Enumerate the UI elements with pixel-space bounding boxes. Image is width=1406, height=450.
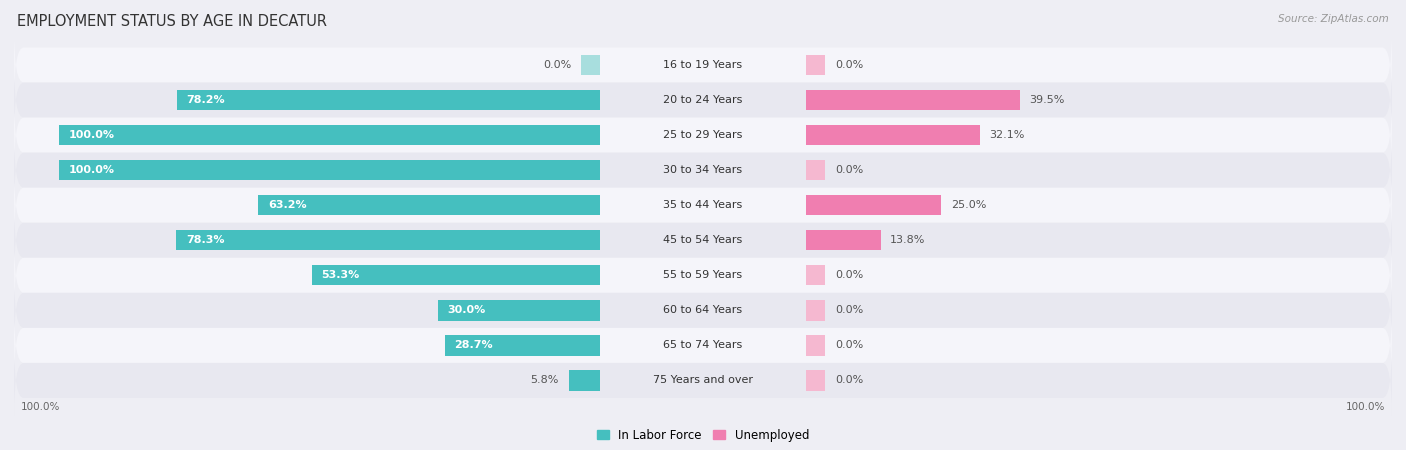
Text: 0.0%: 0.0% xyxy=(835,306,863,315)
Text: 0.0%: 0.0% xyxy=(835,375,863,386)
Text: 30.0%: 30.0% xyxy=(447,306,485,315)
Bar xyxy=(806,125,980,145)
Text: 100.0%: 100.0% xyxy=(69,130,115,140)
Legend: In Labor Force, Unemployed: In Labor Force, Unemployed xyxy=(592,424,814,446)
Text: 78.3%: 78.3% xyxy=(186,235,225,245)
Text: 0.0%: 0.0% xyxy=(543,60,571,70)
Text: 16 to 19 Years: 16 to 19 Years xyxy=(664,60,742,70)
FancyBboxPatch shape xyxy=(14,65,1392,135)
FancyBboxPatch shape xyxy=(14,346,1392,415)
Bar xyxy=(806,195,941,216)
Text: 0.0%: 0.0% xyxy=(835,270,863,280)
Bar xyxy=(177,230,600,251)
Text: 13.8%: 13.8% xyxy=(890,235,925,245)
Text: 100.0%: 100.0% xyxy=(69,165,115,175)
FancyBboxPatch shape xyxy=(14,170,1392,240)
Text: 100.0%: 100.0% xyxy=(21,402,60,412)
Text: 65 to 74 Years: 65 to 74 Years xyxy=(664,340,742,351)
Bar xyxy=(806,265,825,285)
Text: 28.7%: 28.7% xyxy=(454,340,494,351)
Text: 25 to 29 Years: 25 to 29 Years xyxy=(664,130,742,140)
Bar xyxy=(806,370,825,391)
Bar xyxy=(806,55,825,75)
Text: EMPLOYMENT STATUS BY AGE IN DECATUR: EMPLOYMENT STATUS BY AGE IN DECATUR xyxy=(17,14,326,28)
Text: Source: ZipAtlas.com: Source: ZipAtlas.com xyxy=(1278,14,1389,23)
Bar xyxy=(437,300,600,320)
Text: 60 to 64 Years: 60 to 64 Years xyxy=(664,306,742,315)
Bar xyxy=(806,90,1019,110)
Text: 55 to 59 Years: 55 to 59 Years xyxy=(664,270,742,280)
Text: 0.0%: 0.0% xyxy=(835,60,863,70)
Text: 20 to 24 Years: 20 to 24 Years xyxy=(664,95,742,105)
Bar xyxy=(259,195,600,216)
Bar xyxy=(59,160,600,180)
Bar xyxy=(568,370,600,391)
FancyBboxPatch shape xyxy=(14,30,1392,100)
Text: 39.5%: 39.5% xyxy=(1029,95,1064,105)
Bar xyxy=(806,300,825,320)
Bar xyxy=(312,265,600,285)
FancyBboxPatch shape xyxy=(14,275,1392,346)
Text: 53.3%: 53.3% xyxy=(322,270,360,280)
Bar xyxy=(806,335,825,356)
Text: 5.8%: 5.8% xyxy=(530,375,560,386)
Text: 25.0%: 25.0% xyxy=(950,200,986,210)
Bar xyxy=(806,230,880,251)
Text: 78.2%: 78.2% xyxy=(187,95,225,105)
Text: 0.0%: 0.0% xyxy=(835,340,863,351)
Text: 100.0%: 100.0% xyxy=(1346,402,1385,412)
Text: 30 to 34 Years: 30 to 34 Years xyxy=(664,165,742,175)
Bar xyxy=(444,335,600,356)
Bar xyxy=(581,55,600,75)
Bar xyxy=(806,160,825,180)
FancyBboxPatch shape xyxy=(14,100,1392,170)
Bar xyxy=(177,90,600,110)
Text: 35 to 44 Years: 35 to 44 Years xyxy=(664,200,742,210)
FancyBboxPatch shape xyxy=(14,135,1392,205)
Text: 63.2%: 63.2% xyxy=(267,200,307,210)
Bar xyxy=(59,125,600,145)
FancyBboxPatch shape xyxy=(14,205,1392,275)
Text: 45 to 54 Years: 45 to 54 Years xyxy=(664,235,742,245)
FancyBboxPatch shape xyxy=(14,240,1392,310)
Text: 0.0%: 0.0% xyxy=(835,165,863,175)
Text: 75 Years and over: 75 Years and over xyxy=(652,375,754,386)
Text: 32.1%: 32.1% xyxy=(990,130,1025,140)
FancyBboxPatch shape xyxy=(14,310,1392,380)
